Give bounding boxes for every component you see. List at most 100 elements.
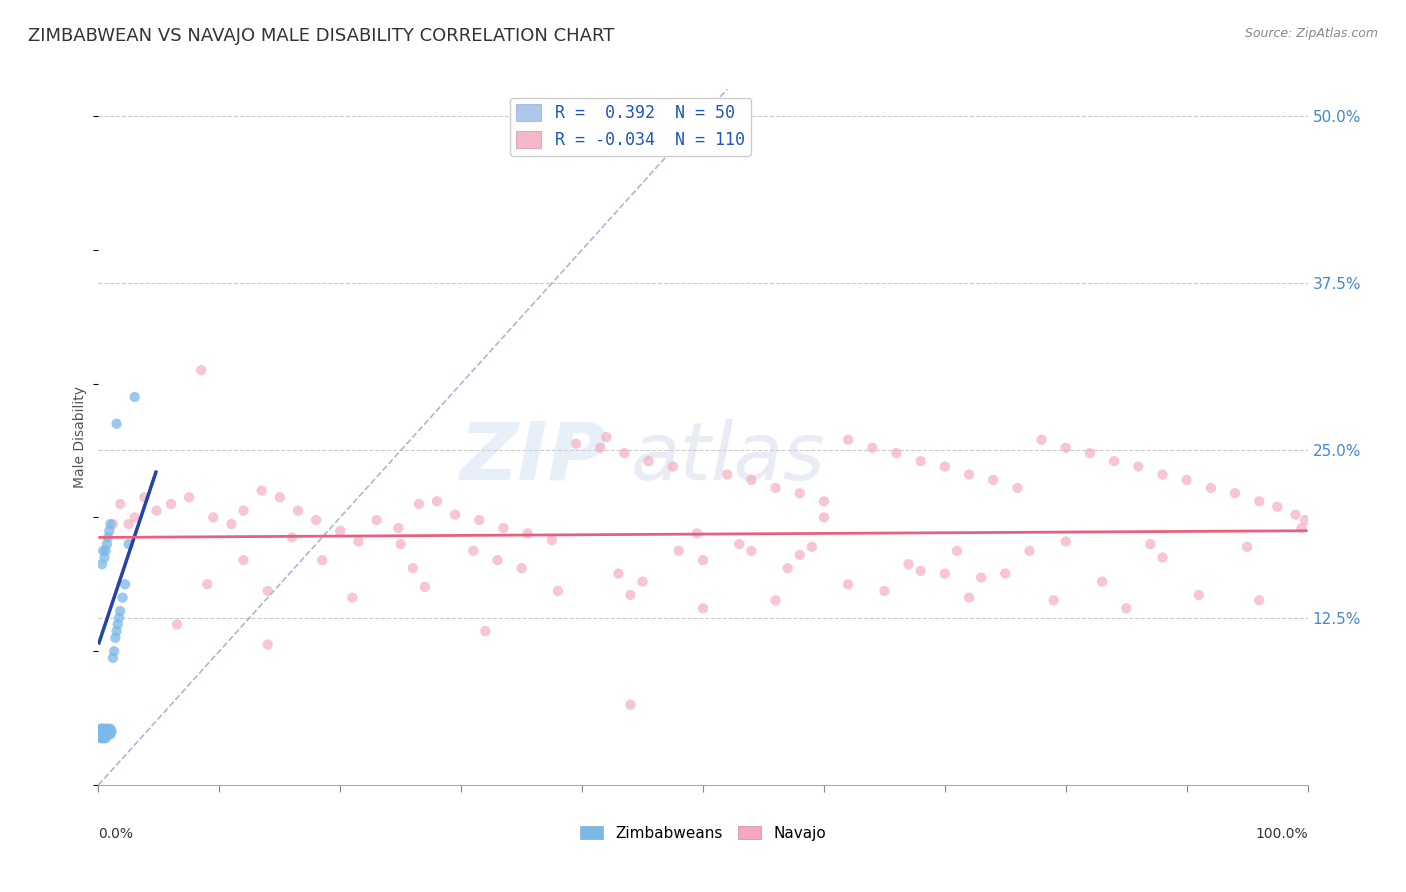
Point bbox=[91, 544, 114, 558]
Point bbox=[468, 513, 491, 527]
Point bbox=[93, 722, 115, 736]
Point bbox=[96, 722, 118, 736]
Point bbox=[1294, 513, 1316, 527]
Point bbox=[860, 441, 883, 455]
Point bbox=[98, 724, 121, 739]
Point bbox=[250, 483, 273, 498]
Text: ZIP: ZIP bbox=[458, 419, 606, 497]
Point bbox=[1175, 473, 1198, 487]
Point bbox=[728, 537, 751, 551]
Point bbox=[692, 601, 714, 615]
Point bbox=[413, 580, 436, 594]
Point bbox=[765, 481, 787, 495]
Point bbox=[408, 497, 430, 511]
Point bbox=[595, 430, 617, 444]
Point bbox=[1018, 544, 1040, 558]
Point bbox=[387, 521, 409, 535]
Point bbox=[1249, 593, 1271, 607]
Point bbox=[740, 473, 762, 487]
Point bbox=[179, 490, 201, 504]
Point bbox=[100, 722, 122, 736]
Point bbox=[190, 363, 212, 377]
Point bbox=[613, 446, 636, 460]
Point bbox=[957, 591, 980, 605]
Point bbox=[107, 617, 129, 632]
Point bbox=[108, 497, 131, 511]
Point bbox=[101, 516, 124, 531]
Legend: Zimbabweans, Navajo: Zimbabweans, Navajo bbox=[574, 820, 832, 847]
Point bbox=[195, 577, 218, 591]
Point bbox=[90, 731, 112, 746]
Point bbox=[160, 497, 183, 511]
Text: ZIMBABWEAN VS NAVAJO MALE DISABILITY CORRELATION CHART: ZIMBABWEAN VS NAVAJO MALE DISABILITY COR… bbox=[28, 27, 614, 45]
Point bbox=[232, 503, 254, 517]
Point bbox=[946, 544, 969, 558]
Point bbox=[910, 564, 932, 578]
Point bbox=[1007, 481, 1029, 495]
Point bbox=[269, 490, 291, 504]
Point bbox=[402, 561, 425, 575]
Point bbox=[1091, 574, 1114, 589]
Point bbox=[89, 724, 111, 739]
Point bbox=[765, 593, 787, 607]
Point bbox=[342, 591, 364, 605]
Point bbox=[607, 566, 630, 581]
Point bbox=[366, 513, 388, 527]
Point bbox=[547, 584, 569, 599]
Point bbox=[101, 651, 124, 665]
Point bbox=[281, 530, 304, 544]
Point bbox=[813, 510, 835, 524]
Point bbox=[91, 557, 114, 572]
Point bbox=[90, 727, 112, 741]
Point bbox=[1291, 521, 1313, 535]
Point bbox=[837, 433, 859, 447]
Point bbox=[1152, 467, 1174, 482]
Point bbox=[94, 731, 117, 746]
Point bbox=[619, 698, 641, 712]
Point bbox=[94, 724, 117, 739]
Point bbox=[134, 490, 156, 504]
Point bbox=[1199, 481, 1222, 495]
Point bbox=[540, 533, 562, 547]
Point bbox=[256, 584, 278, 599]
Point bbox=[637, 454, 659, 468]
Point bbox=[91, 731, 114, 746]
Point bbox=[91, 724, 114, 739]
Text: atlas: atlas bbox=[630, 419, 825, 497]
Text: 0.0%: 0.0% bbox=[98, 827, 134, 840]
Point bbox=[91, 722, 114, 736]
Point bbox=[347, 534, 370, 549]
Point bbox=[94, 727, 117, 741]
Point bbox=[897, 557, 920, 572]
Point bbox=[93, 724, 115, 739]
Text: 100.0%: 100.0% bbox=[1256, 827, 1308, 840]
Point bbox=[492, 521, 515, 535]
Point bbox=[104, 631, 127, 645]
Point bbox=[256, 637, 278, 651]
Point bbox=[886, 446, 908, 460]
Point bbox=[108, 611, 131, 625]
Point bbox=[873, 584, 896, 599]
Point bbox=[93, 727, 115, 741]
Point bbox=[111, 591, 134, 605]
Point bbox=[1284, 508, 1306, 522]
Point bbox=[463, 544, 485, 558]
Point bbox=[1152, 550, 1174, 565]
Point bbox=[96, 537, 118, 551]
Point bbox=[166, 617, 188, 632]
Point bbox=[118, 516, 141, 531]
Point bbox=[124, 510, 146, 524]
Point bbox=[668, 544, 690, 558]
Point bbox=[789, 548, 811, 562]
Point bbox=[96, 724, 118, 739]
Point bbox=[103, 644, 125, 658]
Point bbox=[474, 624, 496, 639]
Point bbox=[329, 524, 352, 538]
Point bbox=[108, 604, 131, 618]
Point bbox=[100, 727, 122, 741]
Point bbox=[957, 467, 980, 482]
Point bbox=[287, 503, 309, 517]
Point bbox=[91, 727, 114, 741]
Point bbox=[631, 574, 654, 589]
Point bbox=[98, 524, 121, 538]
